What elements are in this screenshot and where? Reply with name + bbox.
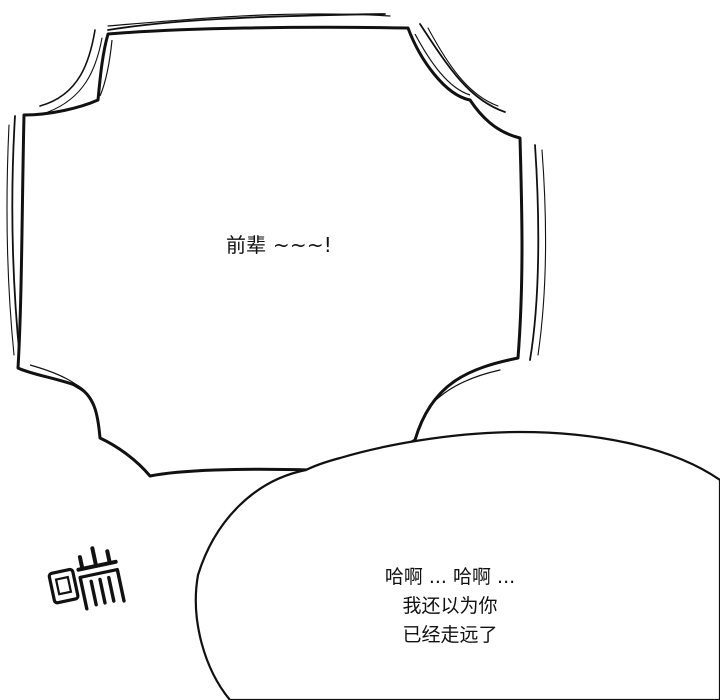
- speech-line-2: 我还以为你: [402, 595, 498, 617]
- shout-bubble-text: 前辈 ~~~!: [225, 233, 333, 257]
- speech-line-1: 哈啊 ... 哈啊 ...: [384, 566, 516, 588]
- speech-line-3: 已经走远了: [402, 624, 498, 646]
- sound-effect-art: [47, 546, 126, 611]
- speech-bubble: [194, 430, 720, 700]
- speech-bubble-text: 哈啊 ... 哈啊 ... 我还以为你 已经走远了: [345, 563, 555, 650]
- shout-bubble-inner-lines: [29, 33, 516, 401]
